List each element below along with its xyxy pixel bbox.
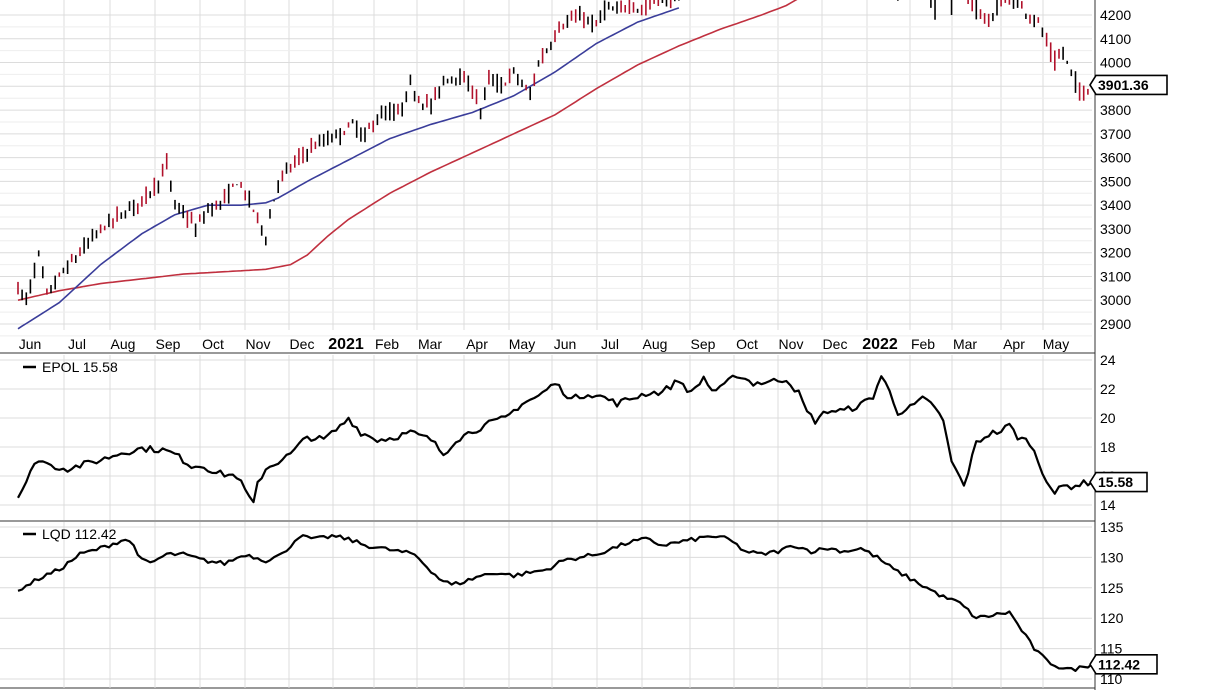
lqd-axis: 110 115 120 125 130 135 — [1100, 519, 1124, 687]
price-tick-label: 3100 — [1100, 269, 1131, 285]
sma200-layer — [17, 0, 798, 301]
x-tick-label: Oct — [736, 336, 758, 352]
x-tick-label: Sep — [691, 336, 716, 352]
x-tick-label: Nov — [246, 336, 271, 352]
price-tag: 3901.36 — [1089, 74, 1168, 96]
price-tick-label: 3600 — [1100, 150, 1131, 166]
x-tick-label: 2021 — [328, 336, 364, 353]
x-tick-label: Sep — [156, 336, 181, 352]
lqd-tag-label: 112.42 — [1098, 656, 1140, 672]
x-tick-label: Apr — [1003, 336, 1025, 352]
x-tick-label: Nov — [779, 336, 804, 352]
epol-tag-label: 15.58 — [1098, 474, 1133, 490]
lqd-line-layer — [17, 534, 1093, 672]
x-tick-label: Dec — [823, 336, 848, 352]
epol-tick-label: 22 — [1100, 381, 1116, 397]
price-tick-label: 3200 — [1100, 245, 1131, 261]
lqd-tick-label: 115 — [1100, 641, 1123, 657]
price-bars — [17, 0, 1093, 306]
price-tick-label: 3300 — [1100, 221, 1131, 237]
epol-line-layer — [17, 374, 1093, 504]
x-tick-label: Dec — [290, 336, 315, 352]
price-tick-label: 3400 — [1100, 197, 1131, 213]
epol-tag: 15.58 — [1089, 471, 1148, 493]
price-tick-label: 3000 — [1100, 292, 1131, 308]
x-tick-label: May — [1043, 336, 1069, 352]
x-tick-label: Apr — [466, 336, 488, 352]
epol-axis: 141618202224 — [1100, 352, 1116, 513]
price-tick-label: 4200 — [1100, 7, 1131, 23]
epol-tick-label: 18 — [1100, 439, 1116, 455]
price-tick-label: 2900 — [1100, 316, 1131, 332]
epol-tick-label: 14 — [1100, 497, 1116, 513]
lqd-tag-box — [1089, 653, 1158, 675]
chart-grid — [0, 0, 1092, 688]
lqd-tick-label: 110 — [1100, 671, 1123, 687]
epol-tick-label: 20 — [1100, 410, 1116, 426]
price-tick-label: 4000 — [1100, 55, 1131, 71]
lqd-tick-label: 125 — [1100, 580, 1124, 596]
epol-tag-box — [1089, 471, 1148, 493]
lqd-tick-label: 130 — [1100, 549, 1124, 565]
lqd-panel: 110 115 120 125 130 135 LQD 112.42 112.42 — [17, 519, 1158, 687]
price-tick-label: 3700 — [1100, 126, 1131, 142]
x-tick-label: Jun — [19, 336, 42, 352]
price-panel: 2900 3000 3100 3200 3300 3400 3500 3600 3700 3800… — [17, 0, 1168, 332]
x-tick-label: Jun — [554, 336, 577, 352]
x-tick-label: 2022 — [862, 336, 898, 353]
epol-line — [17, 374, 1093, 504]
epol-panel: 141618202224 EPOL 15.58 15.58 — [17, 352, 1148, 513]
sma50-line — [17, 7, 680, 330]
x-tick-label: Aug — [111, 336, 136, 352]
price-tag-box — [1089, 74, 1168, 96]
lqd-tick-label: 135 — [1100, 519, 1124, 535]
month-axis: Jun Jul Aug Sep Oct Nov Dec 2021 Feb Mar Apr May Jun… — [19, 336, 1070, 353]
lqd-tag: 112.42 — [1089, 653, 1158, 675]
price-tick-label: 4100 — [1100, 31, 1131, 47]
lqd-line — [17, 534, 1093, 672]
x-tick-label: Feb — [375, 336, 399, 352]
lqd-legend: LQD 112.42 — [42, 526, 117, 542]
x-tick-label: May — [509, 336, 535, 352]
epol-legend: EPOL 15.58 — [42, 359, 118, 375]
price-tag-label: 3901.36 — [1098, 77, 1149, 93]
lqd-tick-label: 120 — [1100, 610, 1124, 626]
x-tick-label: Oct — [202, 336, 224, 352]
price-tick-label: 3800 — [1100, 102, 1131, 118]
x-tick-label: Feb — [911, 336, 935, 352]
price-tick-label: 3500 — [1100, 173, 1131, 189]
sma200-line — [17, 0, 798, 301]
x-tick-label: Jul — [601, 336, 619, 352]
x-tick-label: Jul — [68, 336, 86, 352]
panel-frames — [0, 0, 1096, 690]
x-tick-label: Mar — [418, 336, 442, 352]
x-tick-label: Mar — [953, 336, 977, 352]
sma50-layer — [17, 7, 680, 330]
epol-tick-label: 24 — [1100, 352, 1116, 368]
x-tick-label: Aug — [643, 336, 668, 352]
